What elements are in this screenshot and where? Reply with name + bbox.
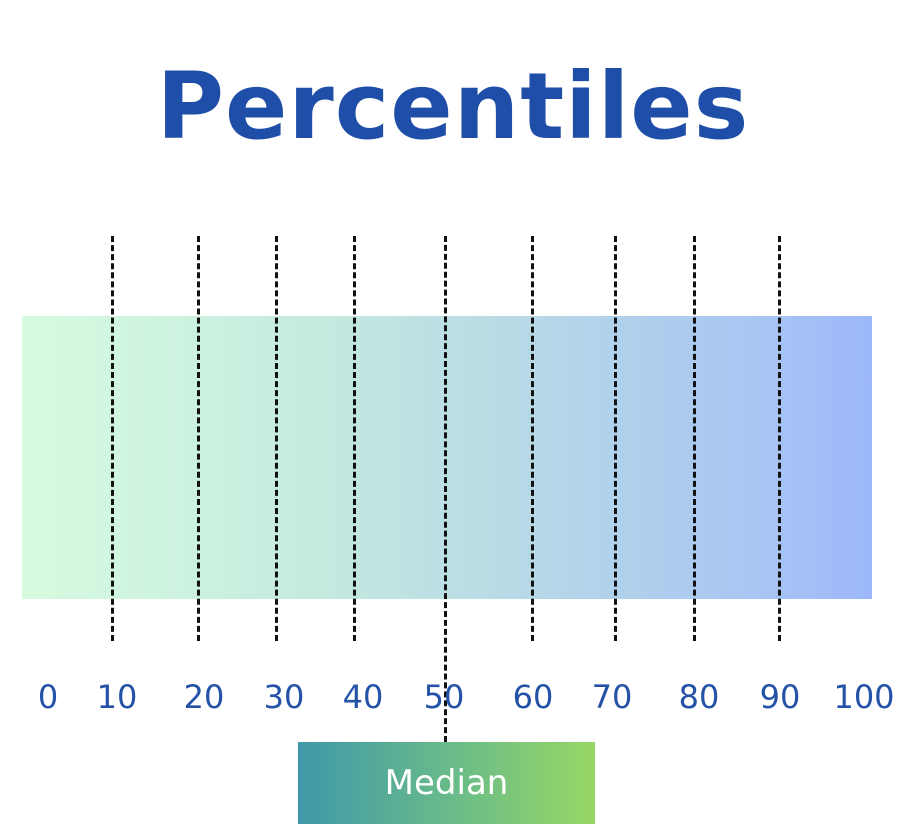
percentile-gradient-band [22, 316, 872, 599]
tick-label-20: 20 [183, 678, 225, 716]
tick-label-100: 100 [833, 678, 895, 716]
divider-30 [275, 236, 278, 641]
divider-90 [778, 236, 781, 641]
tick-label-30: 30 [263, 678, 305, 716]
tick-label-10: 10 [96, 678, 138, 716]
tick-label-90: 90 [759, 678, 801, 716]
tick-label-80: 80 [678, 678, 720, 716]
divider-40 [353, 236, 356, 641]
divider-10 [111, 236, 114, 641]
tick-label-60: 60 [512, 678, 554, 716]
tick-label-70: 70 [591, 678, 633, 716]
divider-50 [444, 236, 447, 742]
divider-80 [693, 236, 696, 641]
divider-20 [197, 236, 200, 641]
divider-60 [531, 236, 534, 641]
page-title: Percentiles [156, 53, 750, 160]
median-label: Median [384, 763, 509, 803]
tick-label-0: 0 [37, 678, 59, 716]
tick-label-50: 50 [423, 678, 465, 716]
median-callout: Median [298, 742, 595, 824]
divider-70 [614, 236, 617, 641]
tick-label-40: 40 [342, 678, 384, 716]
